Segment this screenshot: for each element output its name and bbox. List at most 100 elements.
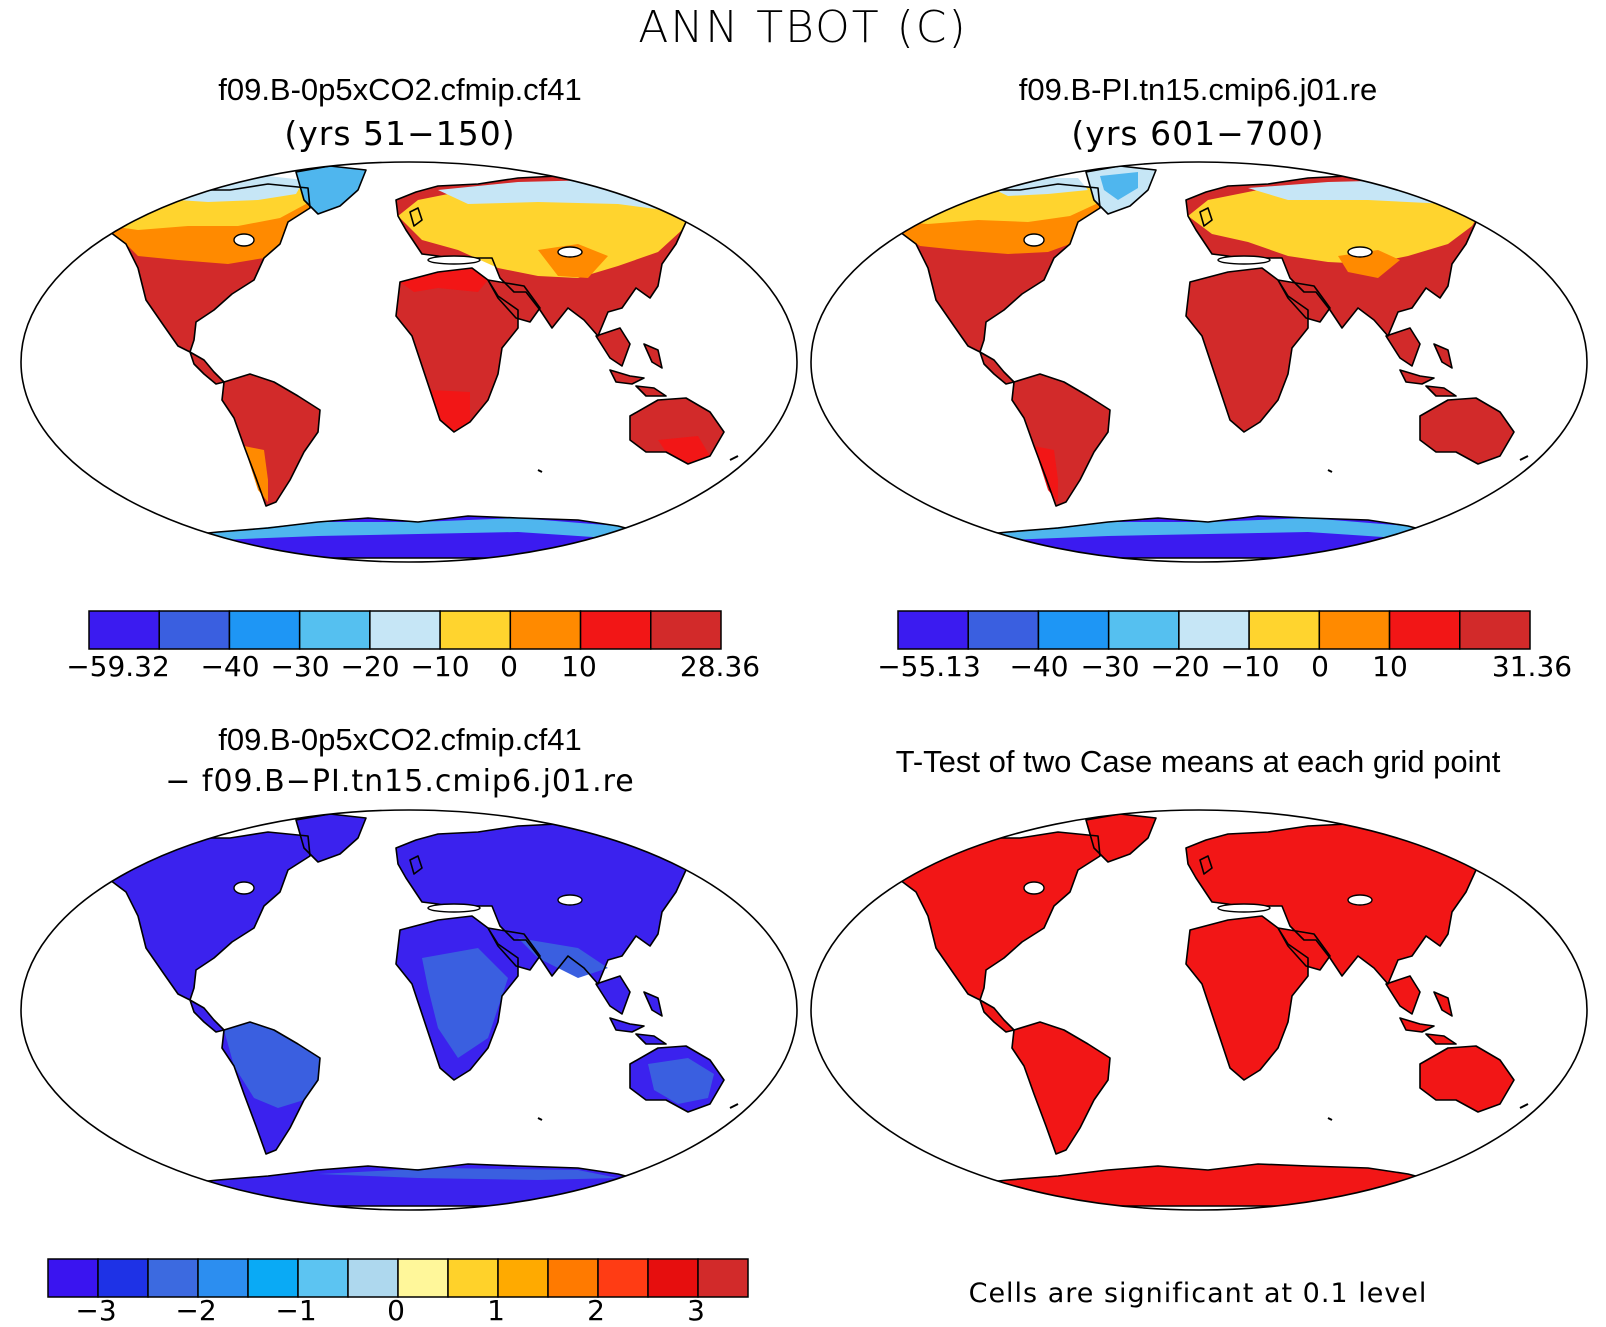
tick-label: 28.36 (679, 650, 761, 683)
tick-label: −2 (175, 1294, 217, 1327)
land-region (518, 938, 608, 978)
land-region (138, 518, 678, 544)
colorbar-top-right (897, 610, 1531, 650)
map-top-right (810, 161, 1588, 563)
land-region (1420, 398, 1514, 464)
colorbar-swatch (967, 610, 1040, 650)
colorbar-top-right-labels: −55.13 −40 −30 −20 −10 0 10 31.36 (0, 650, 1606, 690)
colorbar-swatch (369, 610, 441, 650)
significance-note: Cells are significant at 0.1 level (968, 1278, 1428, 1309)
coastline (1385, 975, 1421, 1015)
coastline (1419, 1045, 1515, 1113)
coastline (1385, 327, 1421, 367)
coastline (1277, 279, 1331, 323)
colorbar-swatch (509, 610, 582, 650)
land-region (318, 1168, 618, 1180)
mediterranean-sea (1217, 255, 1271, 265)
land-region (1100, 172, 1138, 200)
land-region (400, 268, 488, 292)
land-region (190, 352, 224, 384)
colorbar-swatch (897, 610, 969, 650)
colorbar-swatch (1318, 610, 1391, 650)
figure-title: ANN TBOT (C) (638, 2, 968, 53)
coastline (1085, 165, 1157, 215)
land-region (190, 1000, 224, 1032)
colorbar-swatch (439, 610, 512, 650)
tick-label: −3 (75, 1294, 117, 1327)
colorbar-swatch (1459, 610, 1531, 650)
coastline (221, 373, 321, 507)
coastline (609, 991, 667, 1045)
land-region (648, 1058, 714, 1104)
colorbar-swatch (1037, 610, 1110, 650)
coastline (409, 855, 423, 875)
coastline (189, 351, 225, 385)
panel-top-right-years: (yrs 601−700) (1071, 114, 1325, 153)
land-region (538, 244, 608, 278)
colorbar-swatch (547, 1258, 599, 1298)
tick-label: −10 (410, 650, 470, 683)
coastline (487, 279, 541, 323)
tick-label: −1 (275, 1294, 317, 1327)
coastline (979, 999, 1015, 1033)
map-frame (20, 809, 798, 1211)
tick-label: 10 (561, 650, 597, 683)
tick-label: 1 (487, 1294, 505, 1327)
mediterranean-sea (1217, 903, 1271, 913)
tick-label: 31.36 (1491, 650, 1573, 683)
tick-label: 0 (1311, 650, 1329, 683)
tick-label: 10 (1372, 650, 1408, 683)
caspian-sea (1347, 894, 1373, 906)
coastline (295, 813, 367, 863)
colorbar-swatch (647, 1258, 699, 1298)
caspian-sea (1347, 246, 1373, 258)
coastline (897, 183, 1101, 353)
land-region (980, 1000, 1014, 1032)
coastline (395, 267, 519, 433)
land-region (430, 390, 470, 432)
coastline (487, 927, 541, 971)
colorbar-swatch (297, 1258, 349, 1298)
hudson-bay (233, 881, 255, 895)
panel-bottom-left-case-title: f09.B-0p5xCO2.cfmip.cf41 (218, 722, 582, 757)
colorbar-top-left (88, 610, 722, 650)
coastline (609, 343, 667, 397)
map-bottom-right (810, 809, 1588, 1211)
coastline (1199, 855, 1213, 875)
land-region (296, 814, 366, 862)
land-region (108, 832, 310, 1000)
coastline (629, 397, 725, 465)
colorbar-bottom-left (47, 1258, 749, 1298)
tick-label: −55.13 (877, 650, 981, 683)
coastline (1185, 915, 1309, 1081)
colorbar-swatch (88, 610, 160, 650)
land-region (928, 1164, 1468, 1206)
mediterranean-sea (427, 903, 481, 913)
land-region (596, 976, 630, 1014)
tick-label: −20 (340, 650, 400, 683)
land-region (1086, 814, 1156, 862)
land-region (224, 1022, 320, 1108)
coastline (107, 831, 311, 1001)
colorbar-bottom-left-labels: −3 −2 −1 0 1 2 3 (0, 1294, 800, 1327)
land-region (1012, 374, 1110, 506)
land-region (1186, 824, 1486, 984)
colorbar-swatch (247, 1258, 299, 1298)
coastline (107, 183, 311, 353)
land-region (422, 948, 508, 1058)
coastline (189, 999, 225, 1033)
coastline (1399, 343, 1457, 397)
land-region (398, 186, 694, 278)
land-region (898, 832, 1100, 1000)
coastline (595, 327, 631, 367)
land-region (396, 268, 518, 432)
coastline (595, 975, 631, 1015)
tick-label: −40 (1009, 650, 1069, 683)
coastline (1399, 991, 1457, 1045)
land-region (1188, 186, 1484, 264)
land-region (1186, 916, 1308, 1080)
colorbar-swatch (597, 1258, 649, 1298)
coastline (1185, 267, 1309, 433)
coastline (395, 915, 519, 1081)
colorbar-swatch (697, 1258, 749, 1298)
